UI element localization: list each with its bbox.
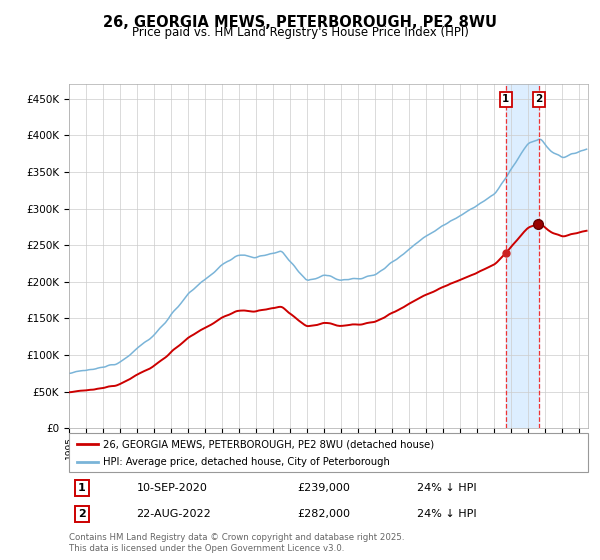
Text: 2: 2 — [535, 95, 542, 105]
Text: 26, GEORGIA MEWS, PETERBOROUGH, PE2 8WU (detached house): 26, GEORGIA MEWS, PETERBOROUGH, PE2 8WU … — [103, 439, 434, 449]
Text: £239,000: £239,000 — [298, 483, 350, 493]
Bar — [506, 84, 539, 428]
Text: 24% ↓ HPI: 24% ↓ HPI — [417, 509, 476, 519]
Text: HPI: Average price, detached house, City of Peterborough: HPI: Average price, detached house, City… — [103, 457, 389, 467]
Text: 22-AUG-2022: 22-AUG-2022 — [136, 509, 211, 519]
Text: Contains HM Land Registry data © Crown copyright and database right 2025.
This d: Contains HM Land Registry data © Crown c… — [69, 533, 404, 553]
Text: 1: 1 — [502, 95, 509, 105]
Text: £282,000: £282,000 — [298, 509, 350, 519]
Text: 10-SEP-2020: 10-SEP-2020 — [136, 483, 208, 493]
Text: 1: 1 — [78, 483, 86, 493]
Text: Price paid vs. HM Land Registry's House Price Index (HPI): Price paid vs. HM Land Registry's House … — [131, 26, 469, 39]
Text: 26, GEORGIA MEWS, PETERBOROUGH, PE2 8WU: 26, GEORGIA MEWS, PETERBOROUGH, PE2 8WU — [103, 15, 497, 30]
Text: 2: 2 — [78, 509, 86, 519]
Text: 24% ↓ HPI: 24% ↓ HPI — [417, 483, 476, 493]
